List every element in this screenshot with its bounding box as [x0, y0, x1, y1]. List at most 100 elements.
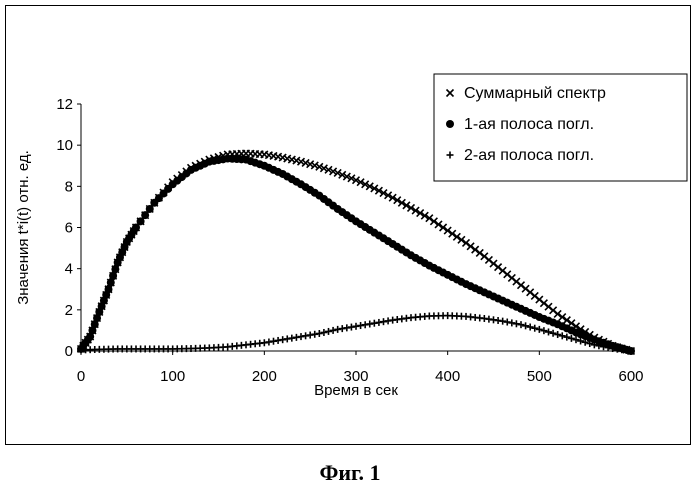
data-point-stroke	[384, 191, 393, 200]
data-point	[347, 174, 356, 183]
data-point	[531, 324, 539, 332]
x-tick-label: 500	[527, 368, 552, 385]
data-point	[411, 206, 420, 215]
data-point-stroke	[306, 160, 315, 169]
data-point-stroke	[406, 203, 416, 213]
data-point-stroke	[429, 217, 438, 226]
data-point	[111, 265, 120, 274]
data-point-stroke	[571, 322, 581, 331]
data-point	[141, 211, 150, 220]
data-point-stroke	[333, 168, 342, 178]
data-point-stroke	[136, 217, 145, 226]
data-point	[443, 226, 452, 235]
legend-marker-1	[445, 88, 455, 98]
data-point	[324, 165, 333, 174]
data-point-stroke	[434, 220, 443, 229]
data-point	[558, 312, 567, 322]
data-point	[191, 161, 200, 170]
data-point-stroke	[535, 295, 544, 304]
data-point	[526, 323, 534, 331]
data-point-stroke	[393, 196, 402, 205]
data-point	[558, 332, 566, 340]
data-point	[393, 196, 402, 205]
data-point-stroke	[416, 209, 425, 218]
data-point	[594, 335, 603, 344]
data-point	[617, 344, 626, 353]
data-point-stroke	[319, 164, 328, 173]
data-point	[315, 330, 323, 338]
data-point-stroke	[466, 242, 475, 251]
legend-label: Суммарный спектр	[464, 85, 606, 102]
data-point	[329, 167, 338, 176]
data-point	[388, 193, 397, 202]
data-point-stroke	[131, 223, 141, 232]
y-tick-label: 6	[65, 220, 73, 237]
data-point-stroke	[109, 271, 118, 280]
data-point	[333, 168, 342, 178]
data-point	[109, 271, 118, 280]
data-point-stroke	[507, 273, 516, 282]
data-point	[129, 227, 138, 236]
data-point	[622, 345, 631, 354]
data-point-stroke	[526, 288, 535, 297]
data-point-stroke	[494, 263, 503, 272]
data-point	[90, 320, 99, 329]
data-point-stroke	[397, 198, 406, 207]
legend-marker-1-stroke	[445, 88, 455, 98]
data-point	[599, 337, 608, 346]
data-point-stroke	[544, 302, 553, 311]
data-point	[572, 336, 580, 344]
data-point-stroke	[102, 290, 111, 299]
data-point-stroke	[310, 161, 319, 170]
data-point	[106, 278, 115, 287]
data-point	[416, 209, 425, 218]
data-point-stroke	[512, 277, 521, 286]
data-point	[562, 316, 571, 325]
legend: Суммарный спектр 1-ая полоса погл. 2-ая по…	[433, 73, 688, 182]
data-point	[604, 339, 613, 348]
data-point-stroke	[86, 332, 95, 341]
chart-frame: 0 2 4 6 8 10 12 0 100 200 300 400 500 600 Значения t*…	[5, 5, 691, 445]
data-point	[517, 321, 525, 329]
data-point	[99, 296, 108, 305]
data-point	[563, 333, 571, 341]
data-point-stroke	[553, 309, 562, 319]
data-point	[439, 223, 448, 232]
y-tick-label: 0	[65, 343, 73, 360]
data-point	[214, 152, 223, 162]
data-point-stroke	[539, 299, 548, 308]
data-point	[429, 217, 438, 226]
data-point	[370, 184, 379, 193]
data-point	[136, 217, 145, 226]
legend-label: 1-ая полоса погл.	[464, 116, 594, 133]
data-point	[320, 328, 328, 336]
data-point-stroke	[219, 151, 228, 160]
data-point-stroke	[562, 316, 571, 325]
data-point	[402, 201, 411, 210]
data-point	[466, 242, 475, 251]
y-tick-label: 12	[56, 96, 73, 113]
data-point	[535, 325, 543, 333]
data-point-stroke	[622, 345, 631, 354]
data-point	[361, 180, 370, 189]
y-tick-label: 8	[65, 178, 73, 195]
data-point	[379, 188, 388, 198]
data-point	[522, 322, 530, 330]
data-point	[425, 214, 434, 223]
data-point-stroke	[443, 226, 452, 235]
data-point-stroke	[498, 266, 507, 275]
data-point-stroke	[425, 214, 434, 223]
data-point	[104, 285, 113, 294]
x-tick-label: 300	[343, 368, 368, 385]
data-point	[118, 248, 127, 257]
data-point	[113, 258, 122, 267]
data-point	[567, 334, 575, 342]
x-tick-label: 100	[160, 368, 185, 385]
legend-label: 2-ая полоса погл.	[464, 147, 594, 164]
data-point	[145, 204, 154, 214]
data-point	[319, 164, 328, 173]
data-point-stroke	[97, 302, 106, 311]
data-point	[342, 172, 351, 181]
data-point	[186, 163, 196, 172]
data-point	[581, 327, 590, 337]
